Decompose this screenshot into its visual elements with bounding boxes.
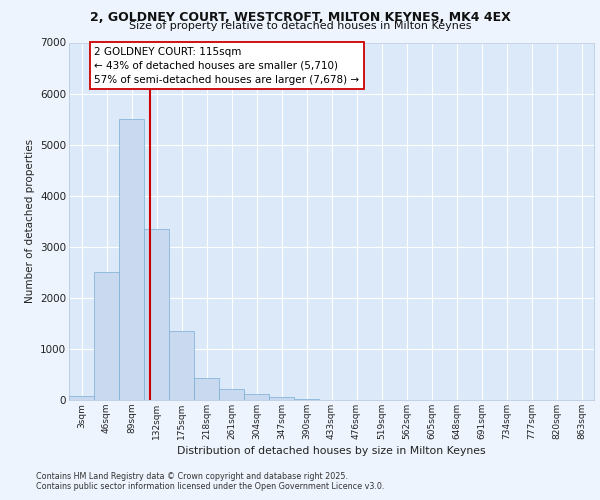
Bar — [269, 398, 294, 400]
Text: Size of property relative to detached houses in Milton Keynes: Size of property relative to detached ho… — [129, 21, 471, 31]
Bar — [144, 229, 169, 400]
Y-axis label: Number of detached properties: Number of detached properties — [25, 139, 35, 304]
Bar — [169, 331, 194, 400]
Bar — [244, 394, 269, 400]
Bar — [119, 119, 144, 400]
X-axis label: Distribution of detached houses by size in Milton Keynes: Distribution of detached houses by size … — [177, 446, 486, 456]
Text: Contains HM Land Registry data © Crown copyright and database right 2025.: Contains HM Land Registry data © Crown c… — [36, 472, 348, 481]
Bar — [69, 396, 94, 400]
Bar — [94, 272, 119, 400]
Bar — [194, 378, 219, 400]
Text: Contains public sector information licensed under the Open Government Licence v3: Contains public sector information licen… — [36, 482, 385, 491]
Bar — [219, 389, 244, 400]
Text: 2, GOLDNEY COURT, WESTCROFT, MILTON KEYNES, MK4 4EX: 2, GOLDNEY COURT, WESTCROFT, MILTON KEYN… — [89, 11, 511, 24]
Text: 2 GOLDNEY COURT: 115sqm
← 43% of detached houses are smaller (5,710)
57% of semi: 2 GOLDNEY COURT: 115sqm ← 43% of detache… — [95, 46, 359, 84]
